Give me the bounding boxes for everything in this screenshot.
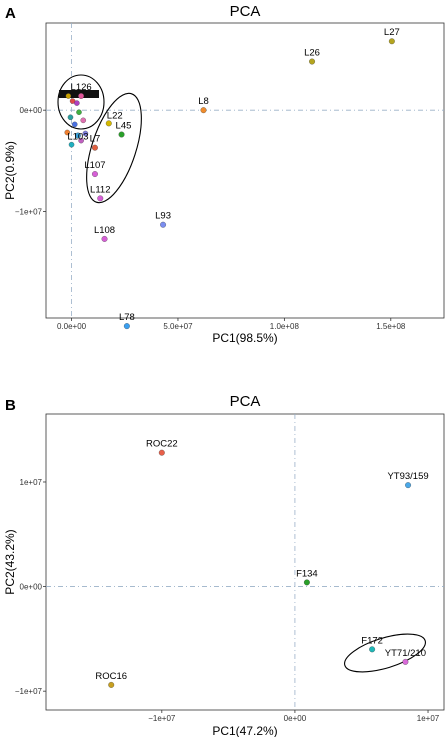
data-point xyxy=(388,38,395,45)
data-point xyxy=(65,93,72,99)
y-tick-label: 0e+00 xyxy=(20,106,43,115)
plot-frame xyxy=(45,413,445,711)
cluster-ellipse xyxy=(86,92,142,204)
cluster-ellipse xyxy=(57,74,105,130)
cluster-ellipse xyxy=(344,633,426,673)
point-label: F172 xyxy=(361,635,383,646)
panel-letter: B xyxy=(5,397,16,414)
point-label: L107 xyxy=(84,160,105,171)
panel-b: B PCA −1e+07 0e+00 1e+07 1e+07 0e+00 −1e+07 PC1(… xyxy=(3,393,445,737)
point-label: L26 xyxy=(304,48,320,59)
point-label: L112 xyxy=(90,184,110,195)
panel-a: A PCA 0.0e+00 5.0e+07 1.0e+08 1.5e+08 0e+00 −1e… xyxy=(3,3,445,345)
point-label: L27 xyxy=(384,27,400,38)
data-point xyxy=(68,141,75,148)
data-point xyxy=(101,235,108,242)
point-label: L108 xyxy=(94,225,115,236)
plot-frame xyxy=(45,22,445,319)
x-tick-label: 5.0e+07 xyxy=(163,322,193,331)
point-label: F134 xyxy=(296,568,318,579)
data-point xyxy=(97,195,104,202)
chart-title: PCA xyxy=(230,393,261,410)
data-point xyxy=(78,93,85,99)
point-label: L22 xyxy=(107,110,123,121)
x-tick-label: 1e+07 xyxy=(417,714,440,723)
data-point xyxy=(105,120,112,127)
point-label: L45 xyxy=(116,121,132,132)
data-point xyxy=(369,646,376,653)
y-tick-label: 1e+07 xyxy=(20,478,43,487)
data-point xyxy=(200,107,207,114)
x-axis-title: PC1(98.5%) xyxy=(212,331,277,345)
data-point xyxy=(108,681,115,688)
point-label: L78 xyxy=(119,312,135,323)
y-tick-label: 0e+00 xyxy=(20,583,43,592)
data-point xyxy=(78,137,84,144)
y-tick-label: −1e+07 xyxy=(15,208,43,217)
data-point xyxy=(309,58,315,65)
data-point xyxy=(160,221,167,228)
x-tick-label: 1.0e+08 xyxy=(270,322,300,331)
x-tick-label: 0.0e+00 xyxy=(57,322,87,331)
x-tick-label: 1.5e+08 xyxy=(376,322,406,331)
data-point xyxy=(303,579,310,586)
data-point xyxy=(80,117,86,124)
point-label: L126 xyxy=(71,82,92,93)
data-point xyxy=(92,144,98,151)
data-point xyxy=(82,130,89,137)
data-point xyxy=(74,132,81,139)
point-label: L93 xyxy=(155,211,171,222)
data-point xyxy=(71,121,78,128)
data-point xyxy=(67,114,74,121)
point-label: ROC16 xyxy=(95,671,127,682)
point-label: L103 xyxy=(67,132,88,143)
point-label: ROC22 xyxy=(146,439,178,450)
y-axis-title: PC2(0.9%) xyxy=(3,141,17,200)
data-point xyxy=(74,100,80,106)
x-tick-label: −1e+07 xyxy=(148,714,176,723)
x-tick-label: 0e+00 xyxy=(284,714,307,723)
data-point xyxy=(76,109,82,115)
y-axis-title: PC2(43.2%) xyxy=(3,529,17,594)
panel-letter: A xyxy=(5,5,16,22)
point-label: L7 xyxy=(90,134,101,145)
data-point xyxy=(123,323,130,330)
data-point xyxy=(405,482,412,489)
data-point xyxy=(158,449,165,456)
y-tick-label: −1e+07 xyxy=(15,687,43,696)
data-point xyxy=(64,129,71,136)
data-point xyxy=(92,171,98,177)
point-label: YT93/159 xyxy=(387,471,428,482)
point-label: L8 xyxy=(198,96,209,107)
x-axis-title: PC1(47.2%) xyxy=(212,724,277,737)
chart-title: PCA xyxy=(230,3,261,20)
point-label: YT71/210 xyxy=(385,648,426,659)
data-point xyxy=(118,131,125,138)
data-point xyxy=(402,658,409,665)
